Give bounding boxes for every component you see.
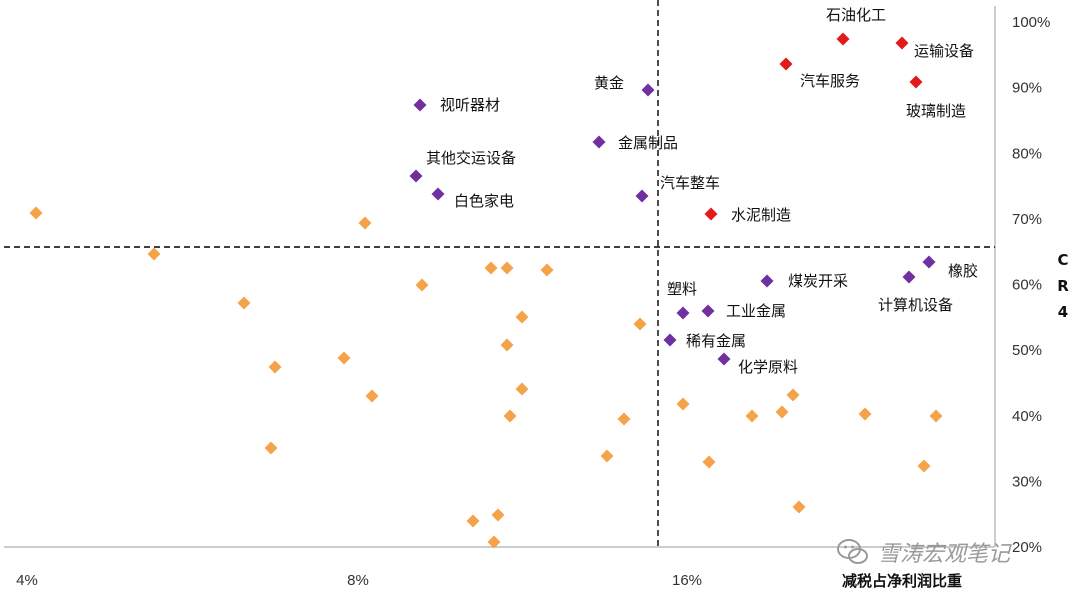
purple-data-point [902, 270, 916, 284]
orange-data-point [858, 407, 872, 421]
point-label: 视听器材 [440, 96, 500, 114]
point-label: 石油化工 [826, 6, 886, 24]
point-label: 化学原料 [738, 358, 798, 376]
purple-data-point [922, 255, 936, 269]
orange-data-point [503, 409, 517, 423]
orange-data-point [929, 409, 943, 423]
orange-data-point [264, 441, 278, 455]
point-label: 金属制品 [618, 134, 678, 152]
point-label: 黄金 [594, 74, 624, 92]
purple-data-point [760, 274, 774, 288]
data-points [29, 32, 943, 549]
orange-data-point [487, 535, 501, 549]
y-tick-label: 30% [1012, 473, 1042, 490]
orange-data-point [29, 206, 43, 220]
orange-data-point [633, 317, 647, 331]
orange-data-point [500, 261, 514, 275]
y-axis-title-char: 4 [1058, 303, 1068, 321]
purple-data-point [663, 333, 677, 347]
point-label: 运输设备 [914, 42, 974, 60]
y-tick-labels: 20% 30% 40% 50% 60% 70% 80% 90% 100% [1012, 14, 1050, 556]
x-tick-label: 4% [16, 572, 38, 589]
point-label: 水泥制造 [731, 206, 791, 224]
orange-data-point [792, 500, 806, 514]
red-data-point [779, 57, 793, 71]
watermark-text: 雪涛宏观笔记 [878, 542, 1011, 567]
purple-data-point [635, 189, 649, 203]
orange-data-point [466, 514, 480, 528]
axes-layer [4, 0, 996, 548]
x-axis-title: 减税占净利润比重 [842, 572, 962, 590]
watermark: 雪涛宏观笔记 [836, 532, 1076, 572]
orange-data-point [500, 338, 514, 352]
orange-data-point [676, 397, 690, 411]
y-axis-title: CR 4 [1057, 251, 1069, 321]
y-tick-label: 20% [1012, 539, 1042, 556]
orange-data-point [491, 508, 505, 522]
point-label: 其他交运设备 [426, 149, 516, 167]
orange-data-point [147, 247, 161, 261]
point-label: 汽车整车 [660, 174, 720, 192]
orange-data-point [237, 296, 251, 310]
purple-data-point [701, 304, 715, 318]
orange-data-point [515, 310, 529, 324]
y-axis-title-char: R [1057, 277, 1069, 295]
wechat-icon [837, 539, 868, 564]
x-tick-label: 8% [347, 572, 369, 589]
y-axis-title-char: C [1057, 251, 1068, 269]
purple-data-point [431, 187, 445, 201]
y-tick-label: 100% [1012, 14, 1050, 31]
orange-data-point [775, 405, 789, 419]
y-tick-label: 40% [1012, 408, 1042, 425]
orange-data-point [540, 263, 554, 277]
red-data-point [909, 75, 923, 89]
orange-data-point [268, 360, 282, 374]
y-tick-label: 60% [1012, 277, 1042, 294]
red-data-point [895, 36, 909, 50]
point-label: 煤炭开采 [788, 272, 848, 290]
purple-data-point [676, 306, 690, 320]
y-tick-label: 80% [1012, 145, 1042, 162]
x-tick-label: 16% [672, 572, 702, 589]
orange-data-point [358, 216, 372, 230]
point-label: 工业金属 [726, 302, 786, 320]
orange-data-point [484, 261, 498, 275]
orange-data-point [702, 455, 716, 469]
y-tick-label: 70% [1012, 211, 1042, 228]
purple-data-point [641, 83, 655, 97]
point-label: 白色家电 [454, 192, 514, 210]
point-label: 玻璃制造 [906, 102, 966, 120]
orange-data-point [600, 449, 614, 463]
point-label: 计算机设备 [878, 296, 953, 314]
point-label: 橡胶 [948, 262, 978, 280]
purple-data-point [592, 135, 606, 149]
red-data-point [836, 32, 850, 46]
orange-data-point [917, 459, 931, 473]
orange-data-point [415, 278, 429, 292]
purple-data-point [717, 352, 731, 366]
orange-data-point [337, 351, 351, 365]
orange-data-point [786, 388, 800, 402]
orange-data-point [365, 389, 379, 403]
orange-data-point [617, 412, 631, 426]
purple-data-point [413, 98, 427, 112]
orange-data-point [515, 382, 529, 396]
red-data-point [704, 207, 718, 221]
y-tick-label: 90% [1012, 80, 1042, 97]
point-label: 汽车服务 [800, 72, 860, 90]
x-tick-labels: 4% 8% 16% [16, 572, 702, 589]
point-label: 塑料 [667, 280, 697, 298]
purple-data-point [409, 169, 423, 183]
orange-data-point [745, 409, 759, 423]
y-tick-label: 50% [1012, 342, 1042, 359]
point-label: 稀有金属 [686, 332, 746, 350]
